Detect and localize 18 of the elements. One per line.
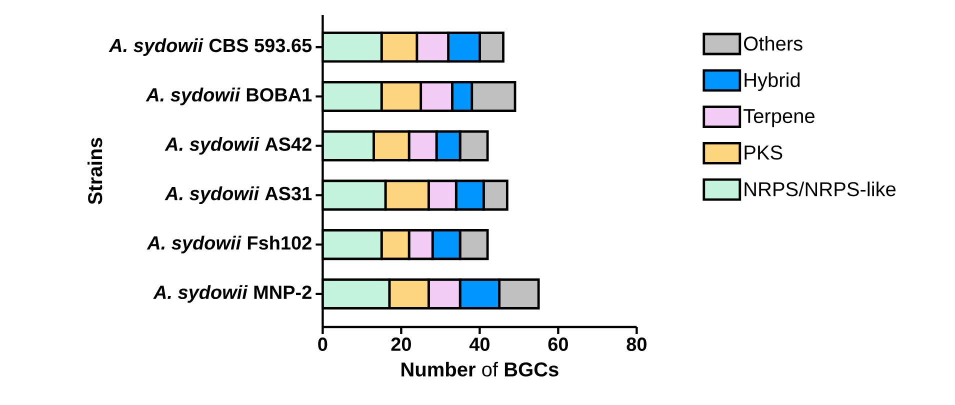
y-axis-title: Strains bbox=[88, 138, 102, 204]
x-tick-label: 80 bbox=[626, 338, 646, 351]
legend-label: Hybrid bbox=[744, 72, 800, 92]
legend-label: Others bbox=[744, 36, 802, 51]
y-tick-label: A. sydowii AS31 bbox=[164, 186, 312, 204]
legend-label: PKS bbox=[744, 145, 782, 160]
x-tick-label: 40 bbox=[469, 338, 490, 351]
x-tick-label: 20 bbox=[391, 338, 411, 351]
x-axis-title: Number of BGCs bbox=[402, 362, 558, 377]
y-tick-label: A. sydowii BOBA1 bbox=[146, 88, 312, 106]
x-tick-label: 0 bbox=[318, 338, 328, 351]
x-tick-label: 60 bbox=[548, 338, 568, 351]
y-tick-label: A. sydowii AS42 bbox=[164, 136, 312, 155]
legend-label: NRPS/NRPS-like bbox=[744, 182, 896, 196]
legend-label: Terpene bbox=[744, 109, 814, 128]
y-tick-label: A. sydowii CBS 593.65 bbox=[108, 38, 312, 56]
y-tick-label: A. sydowii MNP-2 bbox=[153, 285, 312, 303]
y-tick-label: A. sydowii Fsh102 bbox=[146, 236, 312, 254]
